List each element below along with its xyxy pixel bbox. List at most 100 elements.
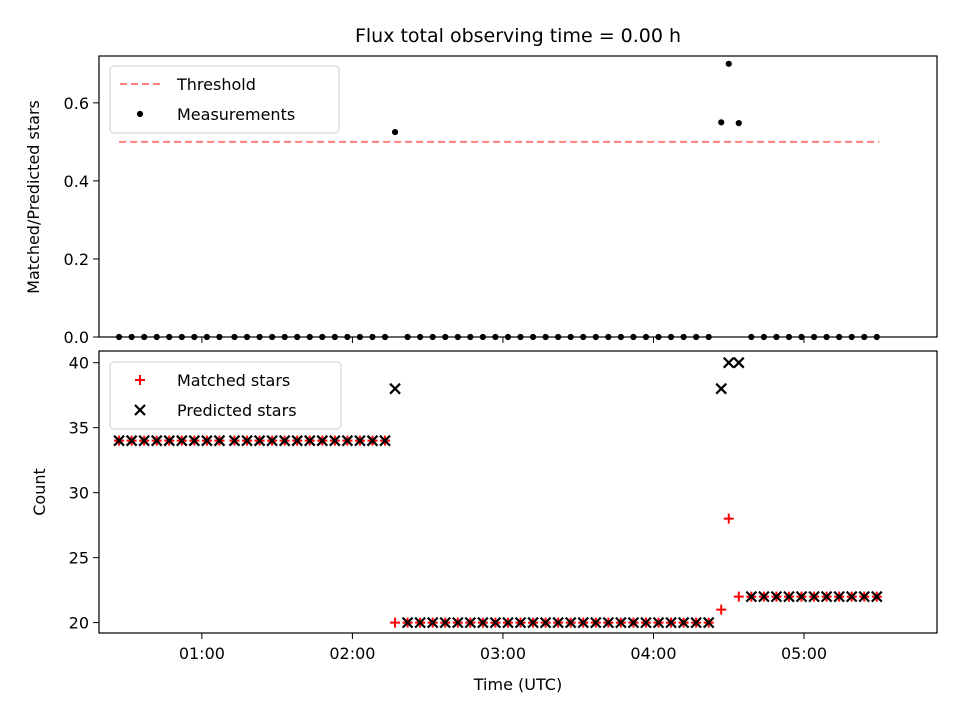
predicted-stars-point [514,616,527,629]
x-tick-label: 01:00 [179,644,225,663]
predicted-stars-point [652,616,665,629]
predicted-stars-point [564,616,577,629]
legend-label: Threshold [176,75,256,94]
predicted-stars-point [690,616,702,629]
predicted-stars-point [590,616,602,629]
y-tick-label: 35 [69,419,89,438]
x-tick-label: 03:00 [480,644,526,663]
predicted-stars-point [228,434,241,447]
predicted-stars-point [125,434,138,447]
x-axis-label: Time (UTC) [473,675,562,694]
predicted-stars-point [452,616,464,629]
y-axis-label-ratio: Matched/Predicted stars [24,100,43,294]
predicted-stars-point [379,434,391,447]
predicted-stars-point [577,616,590,629]
predicted-stars-point [722,356,735,369]
measurements-point [735,120,742,127]
predicted-stars-point [502,616,514,629]
predicted-stars-point [150,434,163,447]
x-tick-label: 05:00 [781,644,827,663]
predicted-stars-point [163,434,176,447]
axes-frame [98,55,938,338]
predicted-stars-point [439,616,452,629]
predicted-stars-point [253,434,266,447]
predicted-stars-point [602,616,615,629]
predicted-stars-point [808,590,820,603]
axes-frame [98,350,938,634]
predicted-stars-point [201,434,213,447]
bottom-panel-count: 20 25 30 35 40 01:00 02:00 03:00 04:00 05:00 Match… [69,350,938,663]
y-tick-label: 20 [69,614,89,633]
predicted-stars-point [640,616,652,629]
predicted-stars-point [113,434,125,447]
top-panel-ratio: 0.0 0.2 0.4 0.6 Threshold Measurements [64,55,938,347]
predicted-stars-point [266,434,278,447]
predicted-stars-point [389,382,401,395]
predicted-stars-point [278,434,291,447]
predicted-stars-point [871,590,883,603]
predicted-stars-point [401,616,414,629]
predicted-stars-point [316,434,329,447]
predicted-stars-point [291,434,303,447]
predicted-stars-point [489,616,502,629]
predicted-stars-point [677,616,690,629]
predicted-stars-point [213,434,226,447]
y-tick-label: 0.0 [64,328,89,347]
predicted-stars-point [464,616,477,629]
y-tick-label: 30 [69,484,89,503]
predicted-stars-point [770,590,783,603]
predicted-stars-point [845,590,858,603]
y-tick-label: 40 [69,354,89,373]
matched-stars-point [716,604,727,615]
predicted-stars-point [414,616,426,629]
predicted-stars-point [138,434,150,447]
y-tick-label: 0.2 [64,250,89,269]
predicted-stars-point [715,382,728,395]
predicted-stars-point [303,434,316,447]
predicted-stars-point [833,590,845,603]
predicted-stars-point [176,434,188,447]
predicted-stars-point [733,356,745,369]
y-axis-label-count: Count [30,468,49,516]
predicted-stars-point [758,590,770,603]
predicted-stars-point [783,590,795,603]
predicted-stars-point [527,616,539,629]
measurements-point [725,60,732,67]
matched-stars-point [390,617,401,628]
legend-box [109,65,340,134]
predicted-stars-point [665,616,677,629]
predicted-stars-point [188,434,201,447]
legend-label: Measurements [177,105,295,124]
predicted-stars-point [702,616,715,629]
predicted-stars-point [539,616,552,629]
predicted-stars-point [820,590,833,603]
predicted-stars-point [745,590,758,603]
legend-handle [135,375,145,385]
legend-handle [136,110,144,118]
legend-label: Matched stars [177,371,290,390]
predicted-stars-point [627,616,640,629]
legend-handle [134,404,146,416]
legend-box [109,361,342,430]
predicted-stars-point [426,616,439,629]
measurements-point [391,129,399,136]
matched-stars-point [733,591,744,602]
legend-label: Predicted stars [177,401,297,420]
y-tick-label: 0.6 [64,94,89,113]
predicted-stars-point [858,590,871,603]
y-tick-label: 25 [69,549,89,568]
y-tick-label: 0.4 [64,172,89,191]
measurements-point [718,119,725,126]
predicted-stars-point [615,616,627,629]
matched-stars-point [723,513,734,524]
chart-title: Flux total observing time = 0.00 h [355,25,681,47]
predicted-stars-point [354,434,366,447]
predicted-stars-point [329,434,341,447]
predicted-stars-point [241,434,253,447]
predicted-stars-point [552,616,564,629]
x-tick-label: 04:00 [630,644,676,663]
predicted-stars-point [341,434,354,447]
predicted-stars-point [477,616,489,629]
predicted-stars-point [366,434,379,447]
